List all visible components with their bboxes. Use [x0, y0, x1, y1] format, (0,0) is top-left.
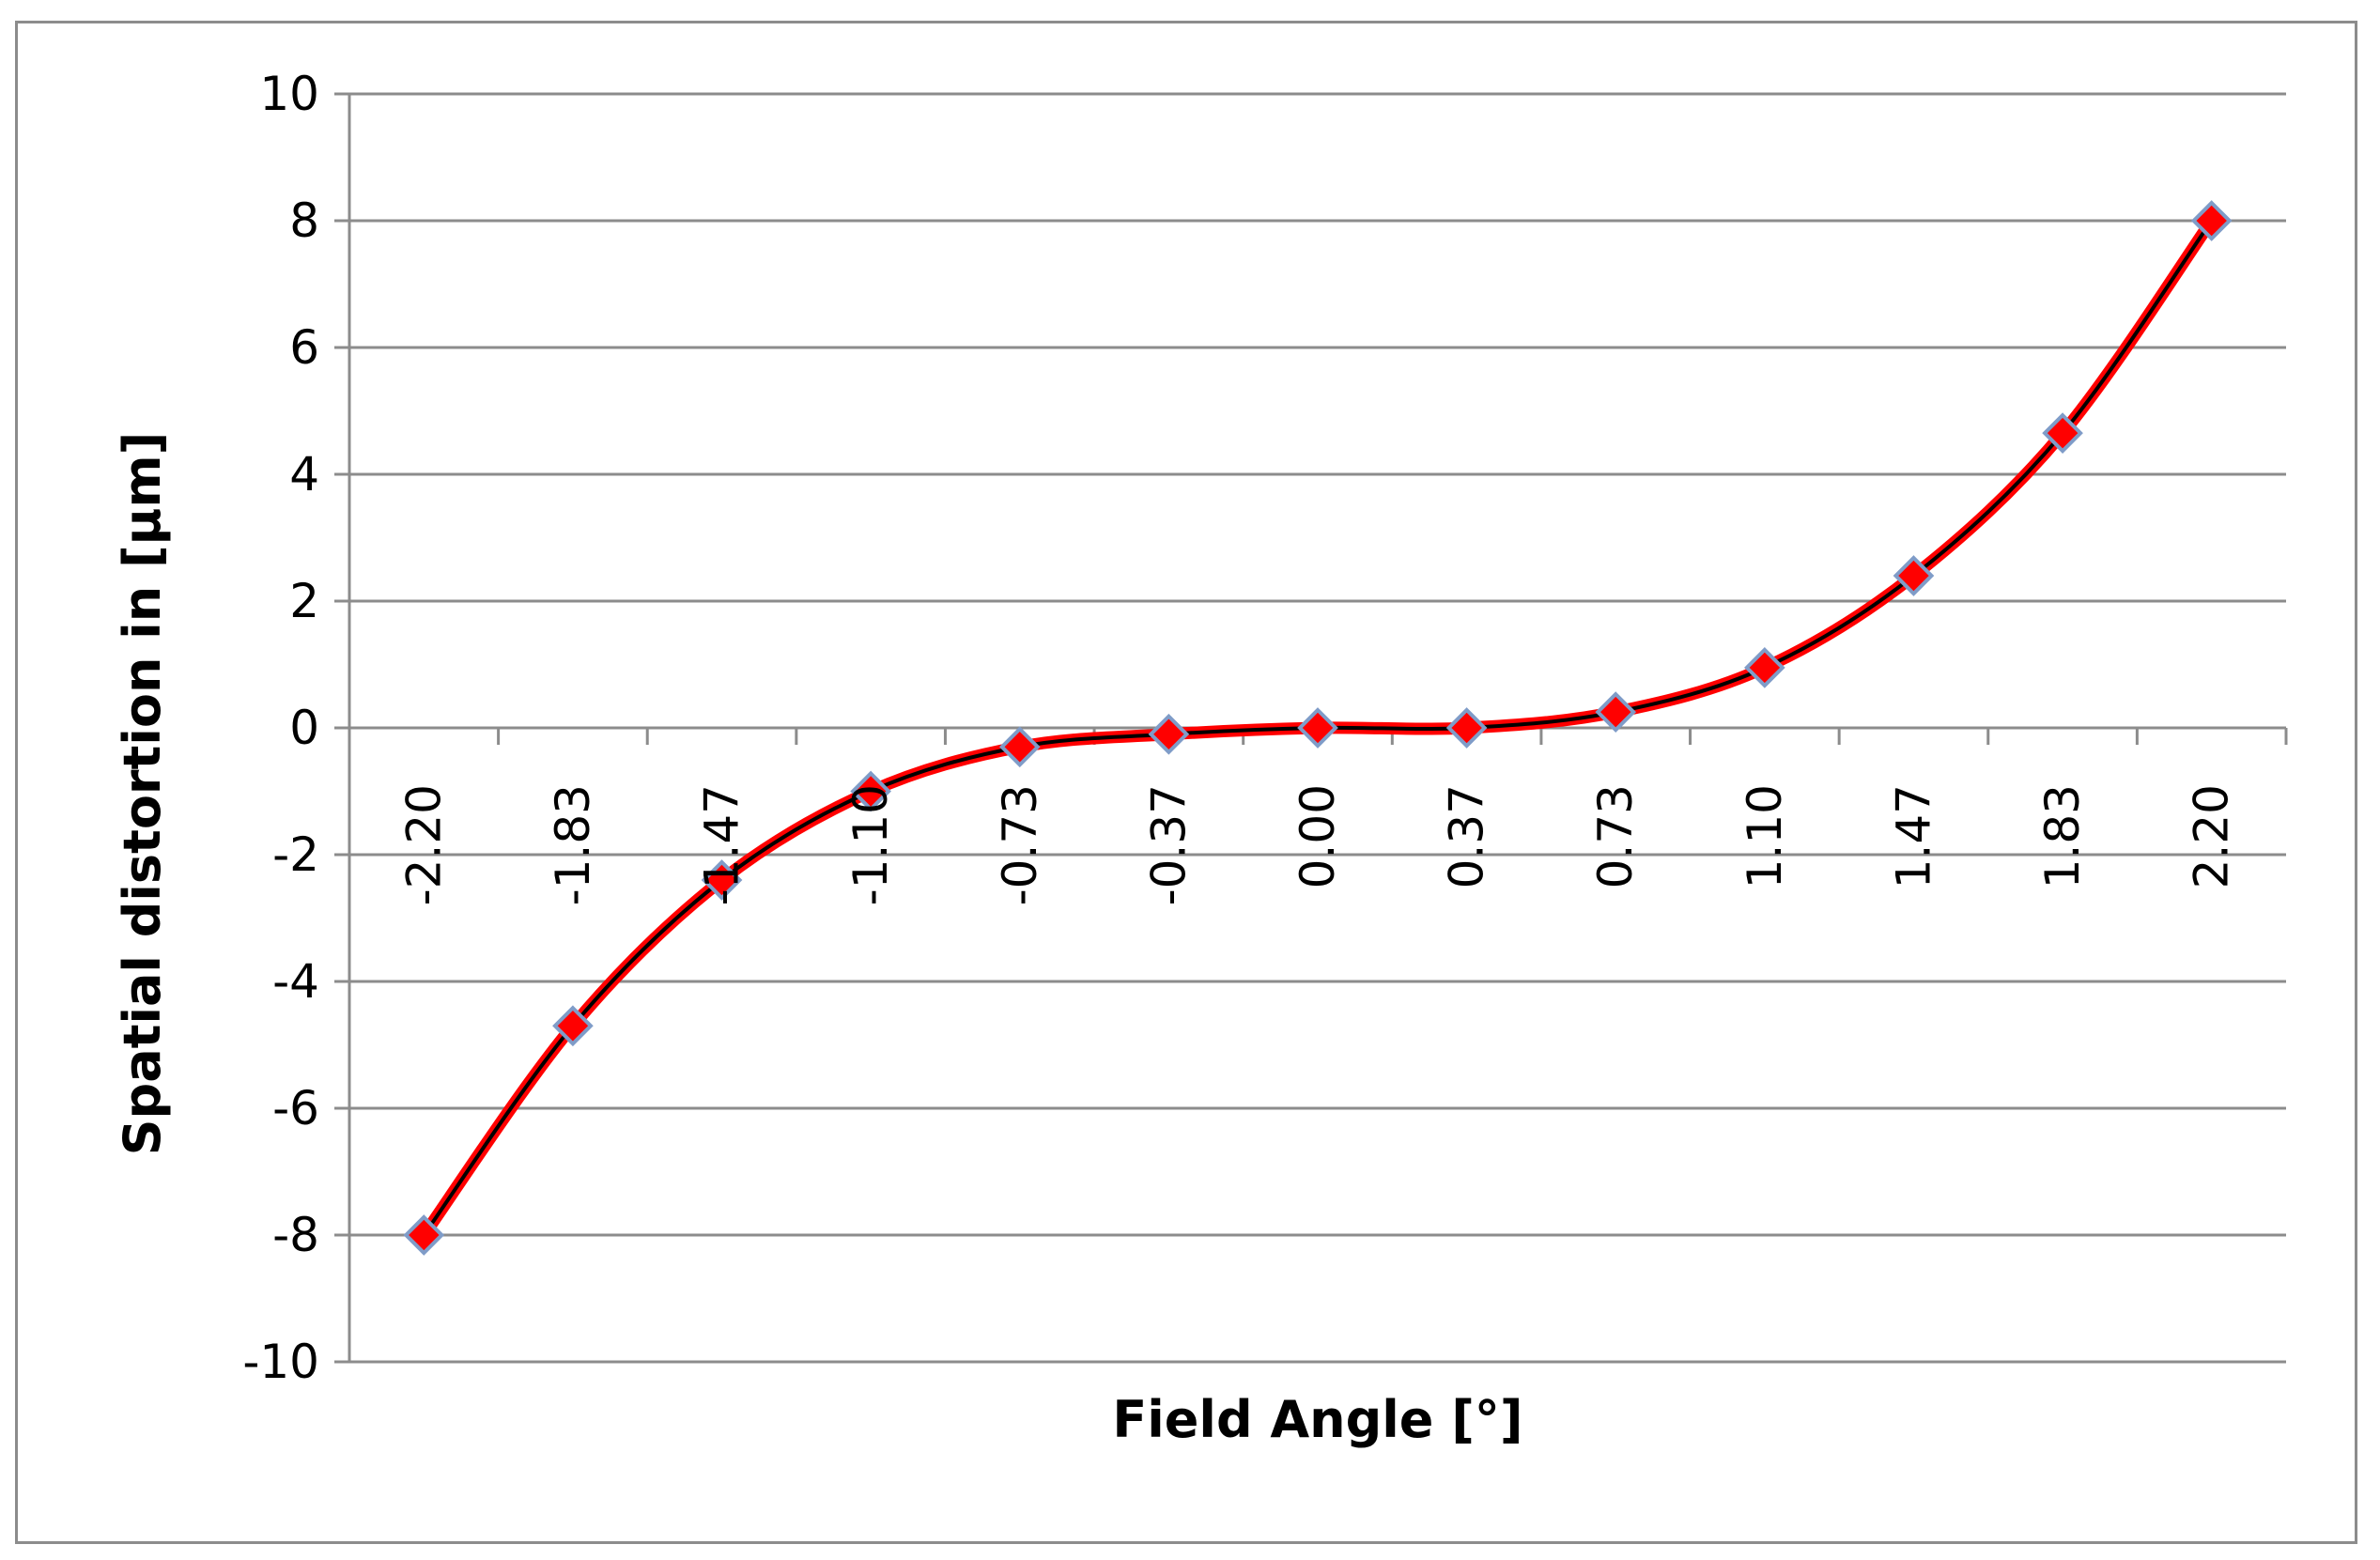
x-tick-label: -1.10 — [843, 784, 898, 905]
data-point — [1595, 691, 1637, 733]
y-axis-title: Spatial distortion in [µm] — [113, 432, 172, 1156]
data-point — [403, 1214, 445, 1256]
y-tick-label: 6 — [289, 320, 319, 375]
y-tick-label: 2 — [289, 574, 319, 628]
x-tick-label: -1.83 — [546, 784, 600, 905]
y-tick-label: -8 — [272, 1208, 319, 1262]
x-tick-label: 1.10 — [1738, 784, 1792, 888]
x-tick-label: 1.83 — [2035, 784, 2090, 888]
data-point — [1297, 707, 1338, 749]
y-tick-label: -10 — [242, 1335, 319, 1389]
data-point — [2042, 412, 2083, 454]
data-point — [701, 859, 743, 901]
y-tick-label: -2 — [272, 827, 319, 882]
y-tick-label: 4 — [289, 447, 319, 502]
data-point — [552, 1005, 594, 1047]
y-tick-label: -4 — [272, 954, 319, 1009]
data-point — [1744, 647, 1785, 688]
y-tick-label: -6 — [272, 1081, 319, 1135]
x-tick-label: 0.73 — [1588, 784, 1643, 888]
data-point — [1148, 713, 1190, 755]
x-tick-label: 0.00 — [1290, 784, 1345, 888]
data-point — [850, 770, 891, 812]
data-point — [1445, 707, 1488, 749]
x-tick-label: -0.73 — [993, 784, 1047, 905]
x-tick-label: 2.20 — [2185, 784, 2239, 888]
chart-frame — [15, 21, 2357, 1544]
data-point — [1893, 555, 1935, 596]
data-point — [2190, 200, 2233, 241]
data-point — [998, 726, 1041, 768]
x-tick-label: 1.47 — [1886, 784, 1940, 888]
series-layer — [403, 200, 2233, 1256]
x-tick-label: -2.20 — [396, 784, 451, 905]
x-axis-title: Field Angle [°] — [1112, 1390, 1522, 1449]
y-tick-labels: 10 8 6 4 2 0 -2 -4 -6 -8 -10 — [242, 67, 319, 1389]
y-tick-label: 8 — [289, 193, 319, 248]
y-tick-label: 0 — [289, 701, 319, 755]
y-tick-label: 10 — [259, 67, 319, 121]
x-tick-label: -0.37 — [1141, 784, 1196, 905]
x-tick-labels: -2.20 -1.83 -1.47 -1.10 -0.73 -0.37 0.00 0.37 0.… — [396, 784, 2238, 905]
x-tick-label: -1.47 — [695, 784, 750, 905]
x-tick-label: 0.37 — [1440, 784, 1494, 888]
